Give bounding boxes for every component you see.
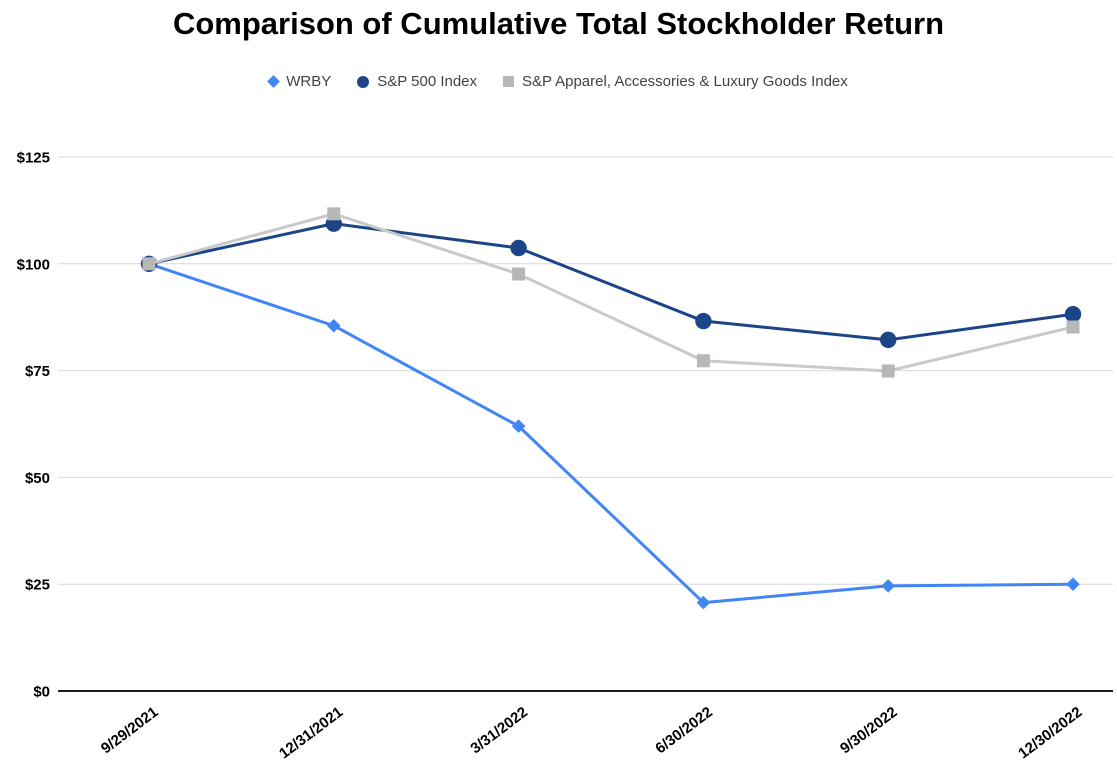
svg-text:3/31/2022: 3/31/2022	[467, 704, 531, 758]
svg-text:$100: $100	[17, 256, 50, 273]
data-point	[881, 579, 895, 593]
data-point	[1066, 577, 1080, 591]
data-point	[142, 257, 156, 271]
legend-item-sp500: S&P 500 Index	[357, 73, 477, 90]
data-point	[1064, 306, 1082, 323]
chart-title: Comparison of Cumulative Total Stockhold…	[172, 6, 945, 41]
square-marker-icon	[503, 76, 515, 87]
data-point	[696, 354, 710, 368]
y-axis-labels: $0 $25 $50 $75 $100 $125	[17, 150, 50, 701]
series-wrby	[142, 257, 1080, 610]
data-point	[880, 331, 897, 349]
data-point	[512, 267, 526, 281]
data-point	[1066, 320, 1080, 334]
svg-text:$0: $0	[33, 684, 50, 701]
data-point	[695, 312, 712, 330]
x-axis-labels: 9/29/2021 12/31/2021 3/31/2022 6/30/2022 9/3…	[98, 704, 1086, 763]
legend-label-sp500: S&P 500 Index	[377, 73, 478, 90]
svg-text:$25: $25	[25, 577, 50, 594]
svg-text:6/30/2022: 6/30/2022	[652, 704, 716, 758]
legend-label-apparel-index: S&P Apparel, Accessories & Luxury Goods …	[522, 73, 848, 90]
data-point	[881, 364, 895, 378]
circle-marker-icon	[357, 75, 370, 88]
data-point	[511, 419, 526, 433]
chart-legend: WRBY S&P 500 Index S&P Apparel, Accessor…	[0, 73, 1117, 90]
data-point	[327, 318, 341, 333]
svg-text:9/30/2022: 9/30/2022	[837, 704, 901, 758]
svg-text:$50: $50	[25, 470, 50, 487]
svg-text:12/31/2021: 12/31/2021	[276, 704, 346, 763]
svg-text:$125: $125	[17, 150, 50, 167]
data-point	[510, 239, 527, 257]
legend-item-wrby: WRBY	[267, 73, 332, 90]
legend-label-wrby: WRBY	[286, 73, 332, 90]
legend-item-apparel-index: S&P Apparel, Accessories & Luxury Goods …	[503, 73, 848, 90]
svg-text:9/29/2021: 9/29/2021	[98, 704, 162, 758]
series-s-p-500-index	[140, 215, 1082, 349]
series-s-p-apparel-accessories-luxury-goods-index	[142, 207, 1080, 378]
data-point	[327, 207, 341, 221]
svg-text:12/30/2022: 12/30/2022	[1015, 704, 1085, 763]
data-point	[696, 595, 711, 610]
gridlines	[58, 156, 1113, 692]
svg-text:$75: $75	[25, 363, 50, 380]
